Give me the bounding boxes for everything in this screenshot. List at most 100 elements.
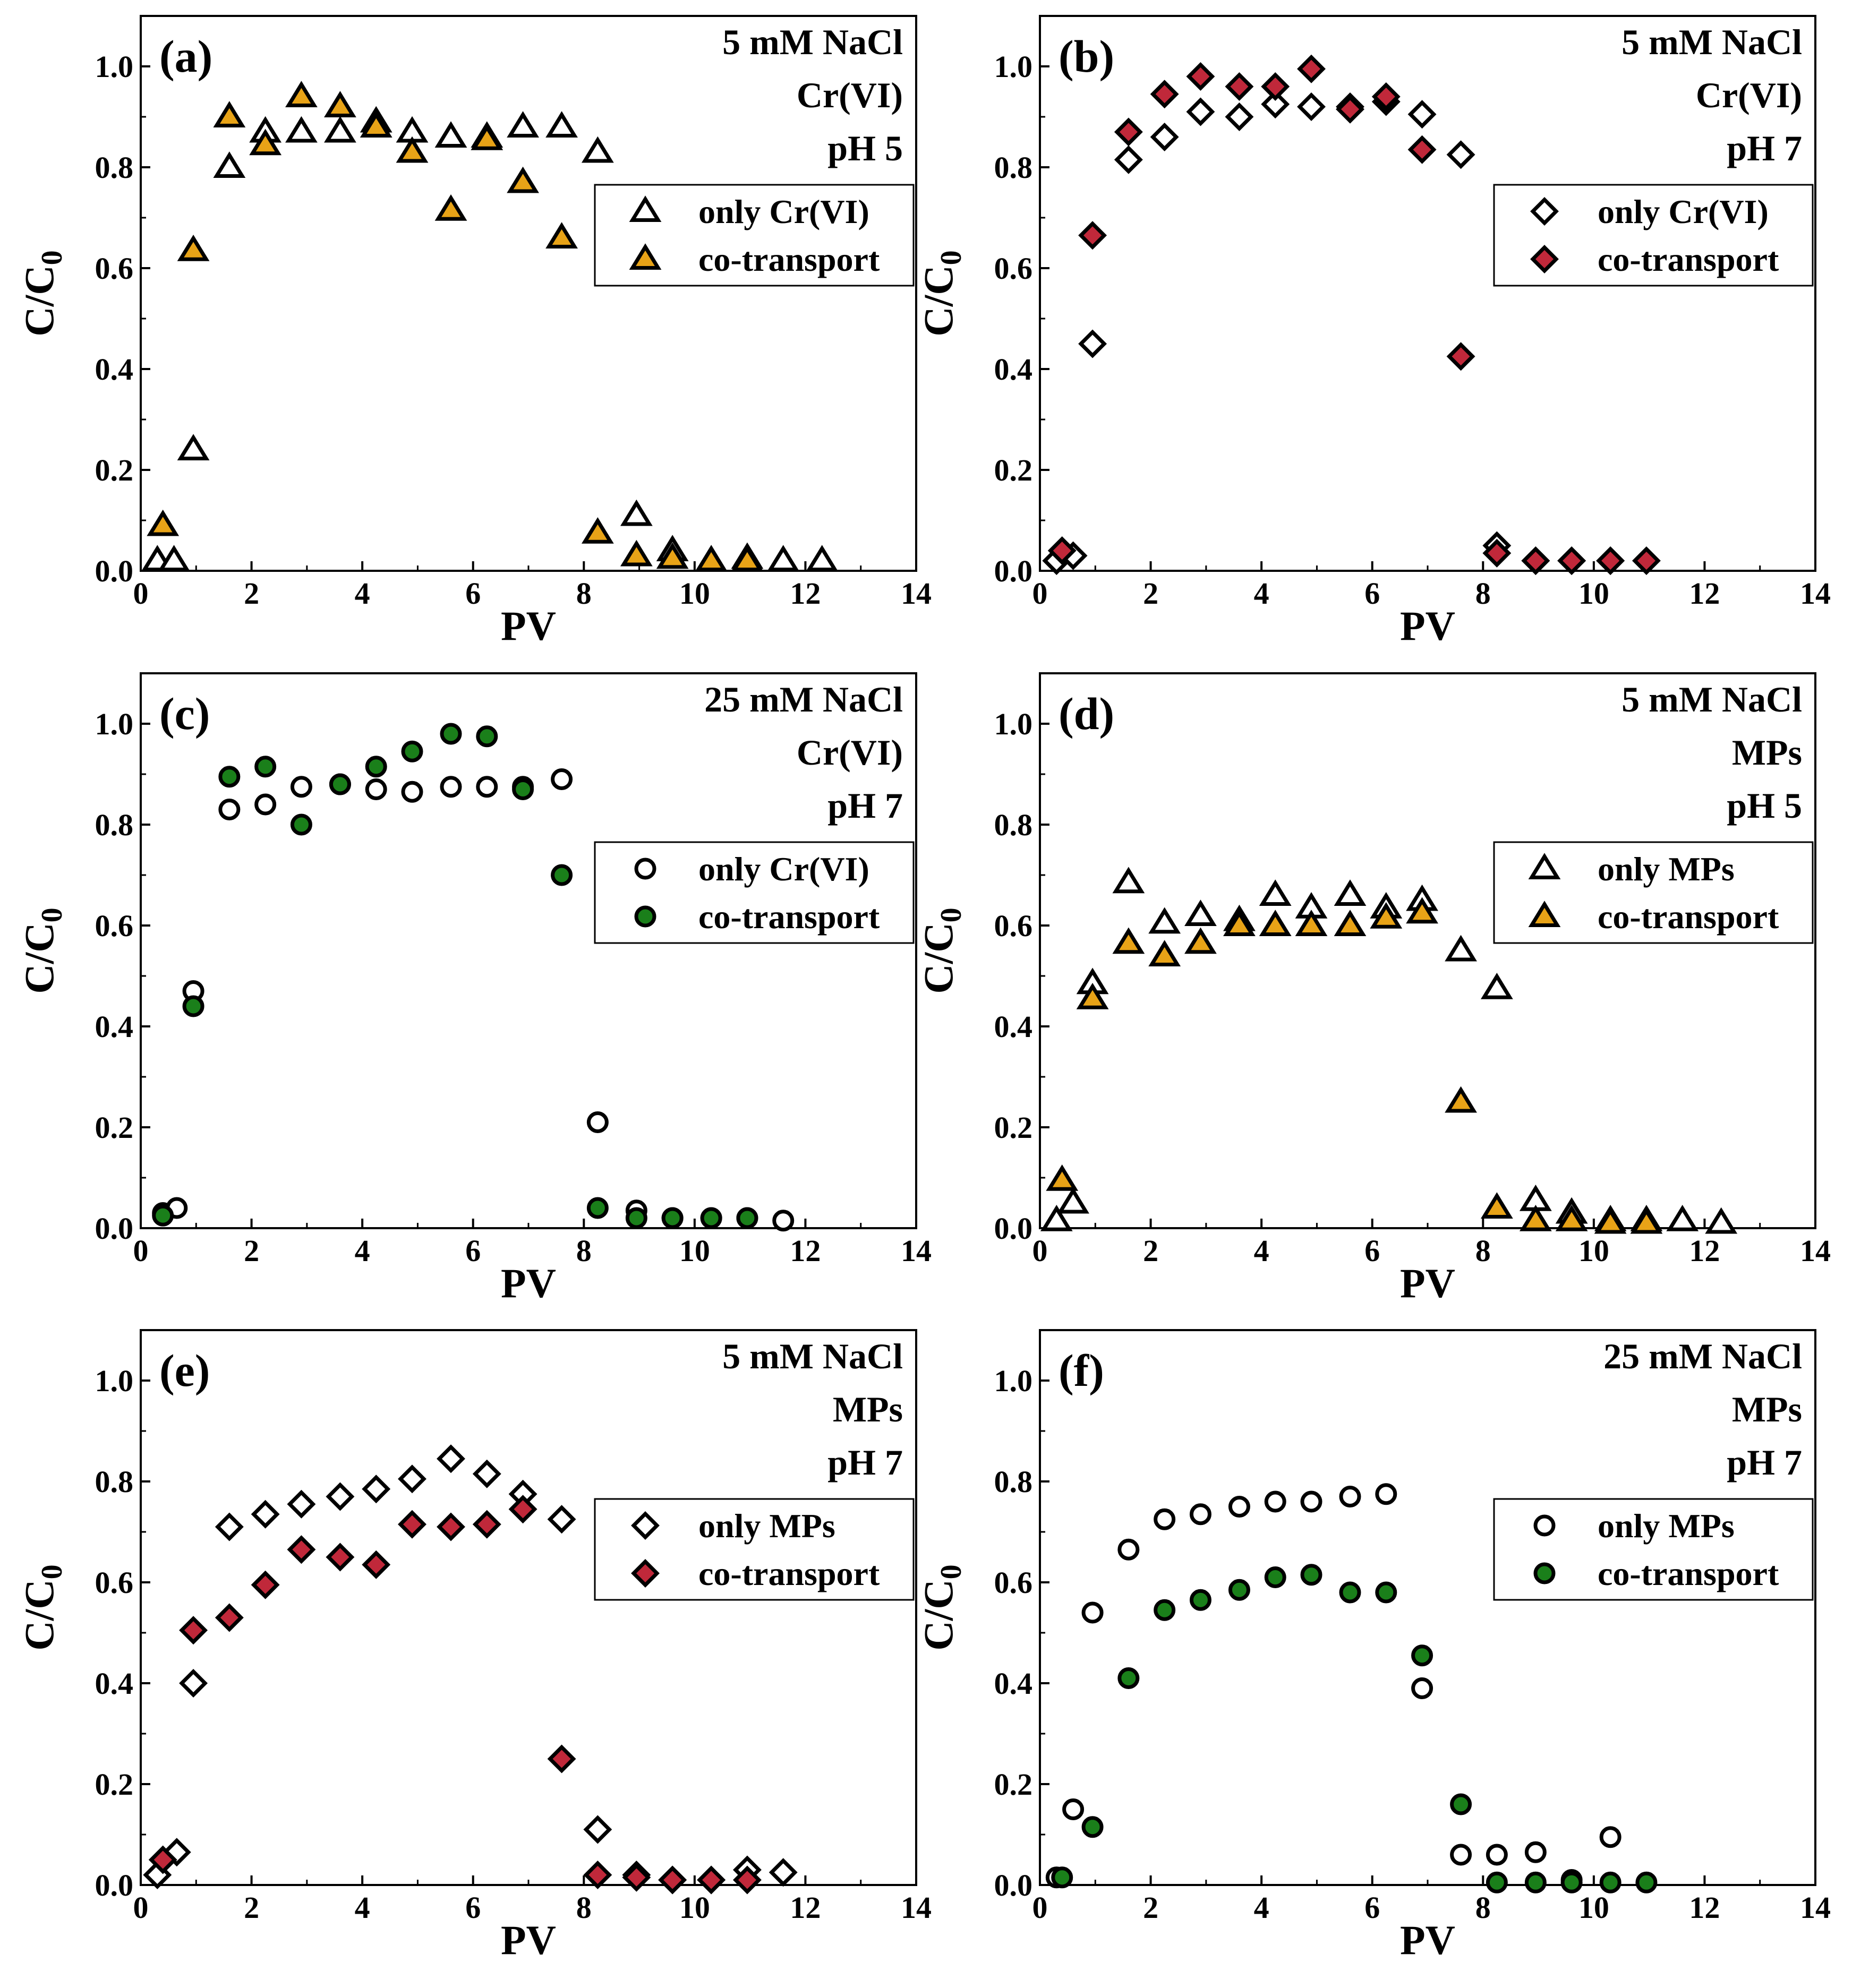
y-tick-label: 1.0 xyxy=(95,49,134,84)
data-point xyxy=(1375,1483,1397,1505)
x-tick-label: 2 xyxy=(244,1233,259,1268)
data-point xyxy=(1666,1205,1699,1231)
legend-marker-1 xyxy=(634,905,656,928)
data-point xyxy=(1184,899,1217,927)
data-point xyxy=(1411,1677,1433,1699)
data-point xyxy=(1114,117,1143,147)
x-tick-label: 6 xyxy=(1364,1233,1380,1268)
data-point xyxy=(1225,102,1254,131)
y-tick-label: 0.8 xyxy=(95,1464,134,1499)
data-point xyxy=(324,116,356,143)
legend-marker-1 xyxy=(629,243,662,270)
data-point xyxy=(1112,867,1145,894)
data-point xyxy=(1148,907,1181,934)
y-tick-label: 0.6 xyxy=(994,1565,1033,1600)
data-point xyxy=(1259,910,1292,937)
y-tick-label: 0.4 xyxy=(95,1009,134,1044)
data-point xyxy=(158,545,190,572)
series-co-transport xyxy=(1051,1564,1658,1893)
data-point xyxy=(148,1845,177,1874)
data-point xyxy=(215,1603,244,1632)
y-axis-label: C/C0 xyxy=(16,250,69,336)
condition-0: 25 mM NaCl xyxy=(1603,1336,1802,1376)
data-point xyxy=(1524,1841,1547,1863)
data-point xyxy=(401,740,423,762)
legend-marker-0 xyxy=(634,858,656,880)
data-point xyxy=(290,776,312,798)
legend-label-0: only MPs xyxy=(1598,1507,1735,1545)
data-point xyxy=(365,756,387,778)
data-point xyxy=(1557,546,1586,575)
data-point xyxy=(1370,902,1403,929)
data-point xyxy=(1259,879,1292,906)
data-point xyxy=(1630,1207,1663,1234)
data-point xyxy=(769,1858,798,1887)
x-tick-label: 0 xyxy=(1032,1890,1048,1925)
series-co-transport xyxy=(1047,54,1661,575)
data-point xyxy=(625,1207,647,1229)
y-axis-label: C/C0 xyxy=(16,907,69,993)
data-point xyxy=(545,111,578,138)
x-tick-label: 4 xyxy=(355,1890,370,1925)
legend: only Cr(VI) co-transport xyxy=(1493,184,1814,287)
condition-2: pH 5 xyxy=(1727,785,1802,826)
data-point xyxy=(586,1111,609,1133)
condition-0: 5 mM NaCl xyxy=(1621,679,1802,719)
condition-1: Cr(VI) xyxy=(797,732,903,773)
legend-marker-0 xyxy=(1530,197,1559,226)
x-tick-label: 10 xyxy=(1578,1890,1609,1925)
data-point xyxy=(1297,54,1326,83)
data-point xyxy=(1189,1589,1211,1611)
data-point xyxy=(1300,1490,1322,1513)
series-only xyxy=(152,768,795,1232)
data-point xyxy=(1555,1205,1588,1231)
data-point xyxy=(1594,1207,1627,1234)
data-point xyxy=(1524,1871,1547,1893)
x-tick-label: 2 xyxy=(244,576,259,611)
data-point xyxy=(472,1459,501,1488)
data-point xyxy=(218,799,241,820)
data-point xyxy=(472,1510,501,1539)
legend-marker-1 xyxy=(1528,901,1561,928)
y-tick-label: 0.4 xyxy=(95,1666,134,1701)
data-point xyxy=(581,136,614,163)
condition-2: pH 5 xyxy=(827,128,903,168)
data-point xyxy=(767,545,800,572)
data-point xyxy=(1148,940,1181,967)
y-tick-label: 0.2 xyxy=(95,1767,134,1802)
data-point xyxy=(1334,910,1367,937)
x-tick-label: 8 xyxy=(576,1233,592,1268)
legend-marker-1 xyxy=(1533,1562,1556,1584)
legend-label-1: co-transport xyxy=(1598,241,1779,278)
y-tick-label: 1.0 xyxy=(994,707,1033,741)
data-point xyxy=(179,1669,208,1698)
x-tick-label: 8 xyxy=(1475,576,1491,611)
panel-label: (d) xyxy=(1059,688,1114,739)
legend-marker-0 xyxy=(631,1511,660,1540)
legend-label-1: co-transport xyxy=(698,898,880,936)
data-point xyxy=(1261,90,1290,119)
data-point xyxy=(1057,1187,1089,1214)
x-tick-label: 14 xyxy=(901,1233,932,1268)
panel-label: (f) xyxy=(1059,1345,1104,1396)
legend-marker-0 xyxy=(1528,853,1561,880)
panel-d: 0 2 4 6 8 10 12 14 0.0 0.2 0.4 0.6 0.8 1.0 PV C/C0 (d) 5 … xyxy=(915,672,1831,1306)
legend-label-0: only MPs xyxy=(698,1507,835,1545)
data-point xyxy=(583,1815,612,1844)
data-point xyxy=(324,91,356,118)
y-tick-label: 0.8 xyxy=(95,808,134,842)
condition-0: 25 mM NaCl xyxy=(704,679,903,719)
data-point xyxy=(360,111,392,138)
data-point xyxy=(1154,1599,1176,1621)
x-tick-label: 14 xyxy=(1800,576,1831,611)
x-tick-label: 10 xyxy=(1578,576,1609,611)
data-point xyxy=(290,813,312,836)
y-tick-label: 0.8 xyxy=(994,1464,1033,1499)
x-tick-label: 12 xyxy=(1689,576,1720,611)
condition-0: 5 mM NaCl xyxy=(722,22,903,62)
data-point xyxy=(586,1197,609,1219)
y-tick-label: 0.2 xyxy=(994,1767,1033,1802)
data-point xyxy=(287,1535,316,1564)
x-tick-label: 2 xyxy=(1143,576,1158,611)
